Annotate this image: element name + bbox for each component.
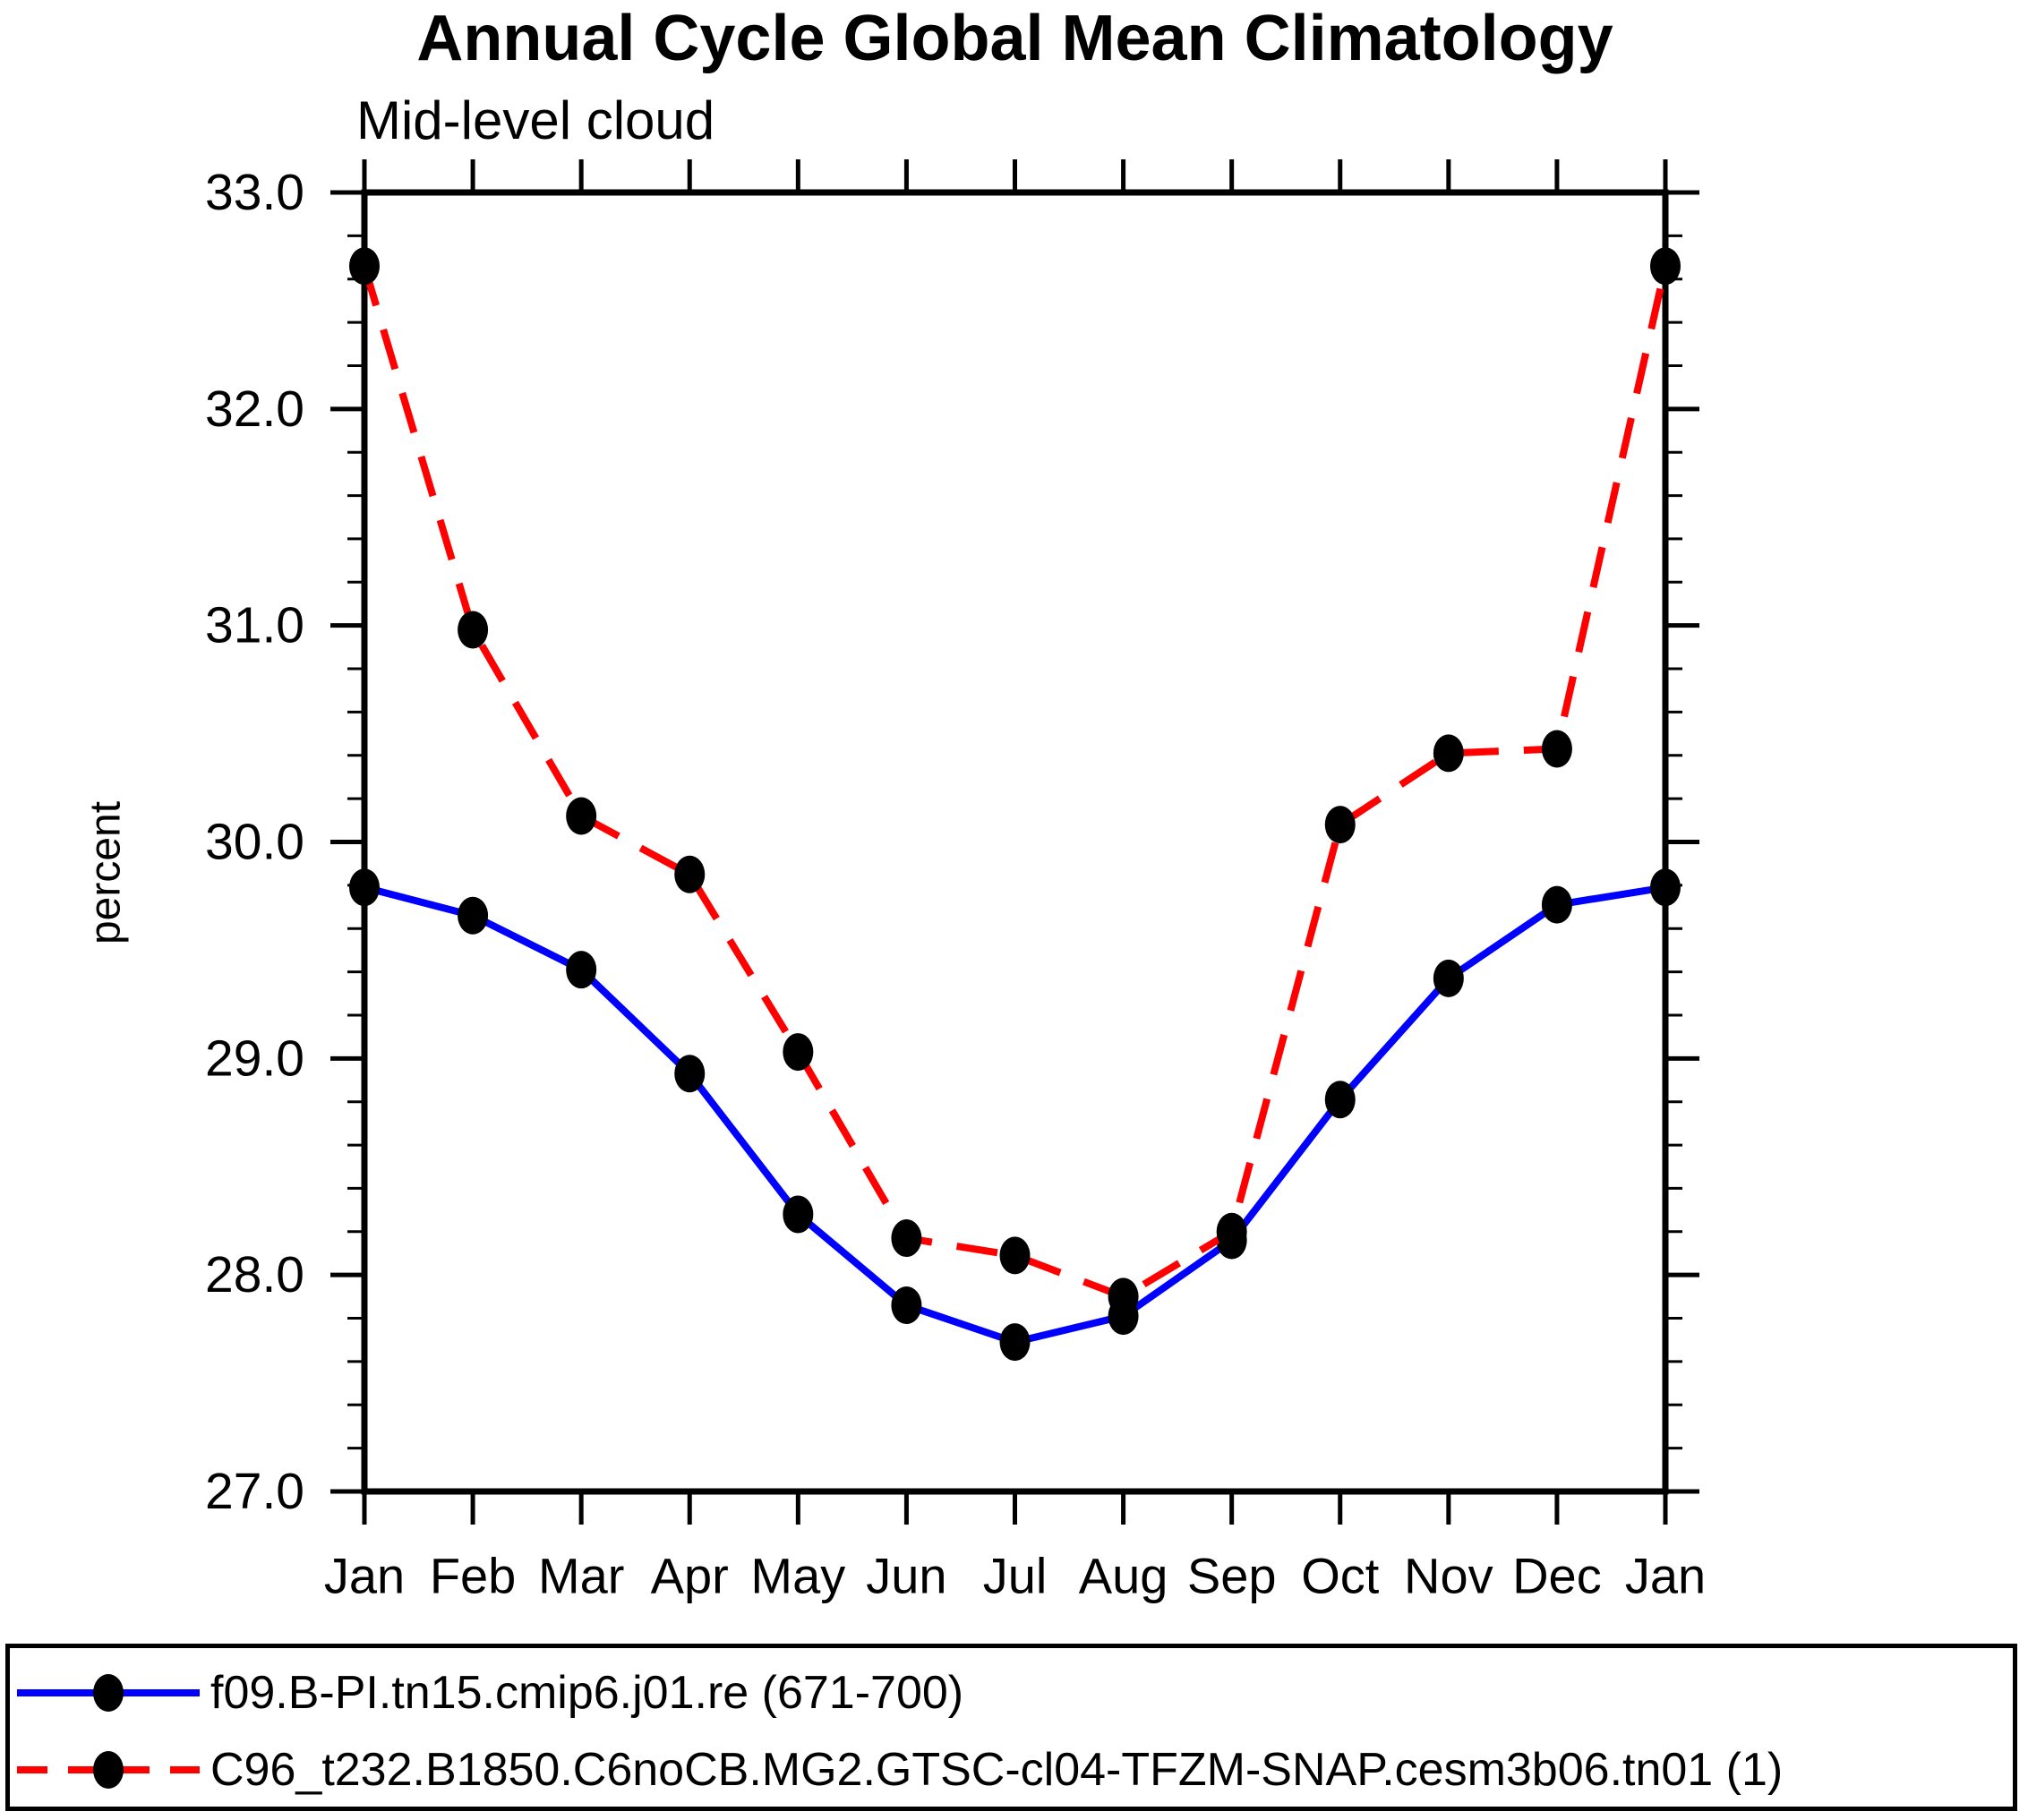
y-tick-label: 32.0 [205,380,304,438]
legend-swatch-solid-line [17,1674,200,1712]
data-point [891,1286,922,1325]
data-point [458,611,489,649]
data-point [1650,247,1681,286]
data-point [674,1055,706,1093]
marker-dot-icon [93,1674,124,1712]
legend: f09.B-PI.tn15.cmip6.j01.re (671-700) C96… [5,1644,2017,1811]
x-tick-label: Aug [1079,1548,1168,1604]
data-point [1541,730,1572,768]
chart-subtitle: Mid-level cloud [356,90,715,150]
data-point [1650,868,1681,907]
data-point [1216,1212,1247,1251]
data-point [999,1236,1031,1275]
data-point [999,1323,1031,1362]
y-tick-label: 33.0 [205,164,304,221]
y-tick-label: 29.0 [205,1030,304,1087]
data-point [566,797,597,835]
x-tick-label: Feb [430,1548,517,1604]
marker-dot-icon [93,1751,124,1789]
data-point [674,855,706,893]
legend-label: C96_t232.B1850.C6noCB.MG2.GTSC-cl04-TFZM… [210,1744,1784,1796]
data-point [349,247,380,286]
y-tick-label: 27.0 [205,1463,304,1520]
data-point [1433,959,1464,997]
x-tick-label: Jun [866,1548,946,1604]
x-tick-label: Apr [651,1548,729,1604]
data-point [349,868,380,907]
data-point [1433,734,1464,773]
x-tick-label: Jan [1625,1548,1706,1604]
y-tick-label: 30.0 [205,814,304,871]
x-tick-label: Dec [1512,1548,1602,1604]
data-point [1324,806,1356,844]
data-point [566,951,597,989]
y-tick-label: 31.0 [205,597,304,654]
plot-frame [361,189,1669,1495]
data-point [783,1195,814,1234]
legend-row: f09.B-PI.tn15.cmip6.j01.re (671-700) [10,1664,963,1722]
x-tick-label: May [750,1548,845,1604]
data-point [1541,885,1572,924]
data-point [1324,1081,1356,1119]
data-point [458,896,489,935]
x-tick-label: Oct [1301,1548,1380,1604]
legend-label: f09.B-PI.tn15.cmip6.j01.re (671-700) [210,1667,964,1719]
y-tick-label: 28.0 [205,1246,304,1303]
x-tick-label: Jan [324,1548,405,1604]
data-point [783,1033,814,1072]
legend-swatch-dashed-line [17,1751,200,1789]
x-tick-label: Jul [983,1548,1048,1604]
legend-row: C96_t232.B1850.C6noCB.MG2.GTSC-cl04-TFZM… [10,1741,1783,1799]
series-line-dashed [361,265,1669,1301]
x-tick-label: Mar [538,1548,624,1604]
data-point [891,1219,922,1258]
x-tick-label: Sep [1187,1548,1277,1604]
x-tick-label: Nov [1404,1548,1493,1604]
data-point [1108,1277,1139,1316]
chart-title: Annual Cycle Global Mean Climatology [416,3,1613,74]
